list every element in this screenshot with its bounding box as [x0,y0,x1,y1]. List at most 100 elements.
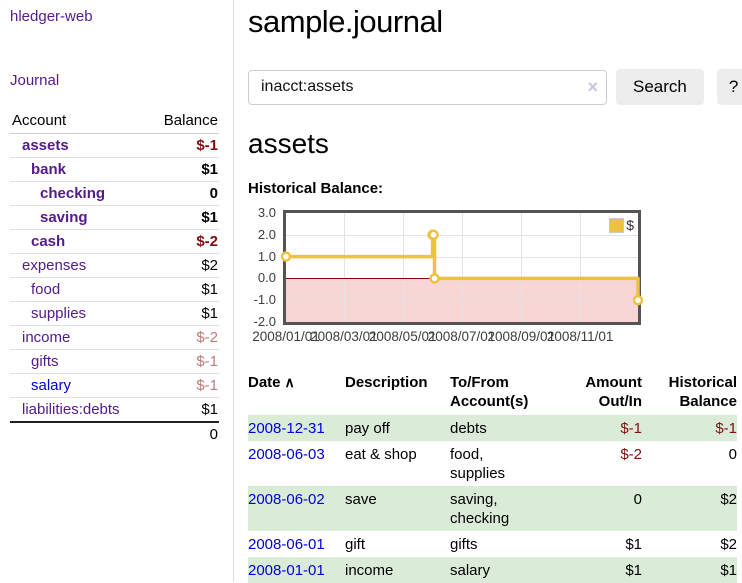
account-balance: $1 [147,397,219,423]
account-balance: $-1 [147,373,219,398]
transaction-row: 2008-06-02 save saving, checking 0 $2 [248,486,737,531]
account-heading: assets [248,128,329,159]
vertical-gridline [521,213,523,322]
x-axis-tick-label: 2008/07/01 [427,329,496,344]
account-balance: $1 [147,277,219,302]
x-axis-tick-label: 2008/01/01 [252,329,320,344]
sort-ascending-icon: ∧ [284,374,295,390]
balance-series-line [280,229,644,306]
transaction-date-link[interactable]: 2008-06-01 [248,535,325,553]
account-balance: $1 [147,205,219,230]
transaction-amount: $-1 [550,415,642,441]
chart-plot-area: $ [280,210,644,325]
transaction-date-link[interactable]: 2008-06-02 [248,490,325,508]
transaction-accounts: saving, checking [450,486,550,531]
chart-title: Historical Balance: [248,180,384,197]
account-link-salary[interactable]: salary [31,376,72,394]
account-link-checking[interactable]: checking [40,184,106,202]
sidebar-item-journal[interactable]: Journal [10,72,60,89]
sidebar: hledger-web Journal Account Balance asse… [0,0,234,582]
transaction-date-link[interactable]: 2008-01-01 [248,561,325,579]
search-input[interactable] [248,69,607,105]
search-help-button[interactable]: ? [716,69,742,105]
account-row: bank $1 [10,157,219,182]
transaction-amount: $1 [550,557,642,583]
account-link-income[interactable]: income [22,328,71,346]
register-header-date[interactable]: Date ∧ [248,374,295,391]
transaction-row: 2008-01-01 income salary $1 $1 [248,557,737,583]
search-button[interactable]: Search [616,69,704,105]
historical-balance-chart: $ 2008/01/01 2008/03/01 2008/05/01 2008/07/… [248,205,742,350]
transaction-balance: $2 [642,486,737,531]
account-link-assets[interactable]: assets [22,136,69,154]
transaction-amount: $1 [625,535,642,553]
y-axis-tick-label: -2.0 [253,314,276,329]
y-axis-tick-label: 3.0 [257,205,276,220]
transactions-register-table: Date ∧ Description To/From Account(s) Amo… [248,370,737,583]
transaction-balance: 0 [728,445,737,463]
accounts-balance-table: Account Balance assets $-1 bank $1 check… [10,110,219,446]
account-row: supplies $1 [10,301,219,326]
account-row: income $-2 [10,325,219,350]
account-balance: $-1 [147,349,219,374]
transaction-accounts: salary [450,557,550,583]
transaction-date-link[interactable]: 2008-12-31 [248,419,325,437]
transaction-description: income [345,557,450,583]
transaction-description: gift [345,535,366,553]
account-link-gifts[interactable]: gifts [31,352,59,370]
accounts-header-balance: Balance [147,110,219,134]
transaction-row: 2008-06-03 eat & shop food, supplies $-2… [248,441,737,486]
register-header-description: Description [345,374,428,391]
clear-search-icon[interactable]: × [587,76,598,97]
main-content: sample.journal × Search ? assets Histori… [234,0,742,583]
accounts-header-row: Account Balance [10,110,219,134]
account-balance: $-2 [147,229,219,254]
account-link-bank[interactable]: bank [31,160,67,178]
y-axis-tick-label: 1.0 [257,248,276,264]
search-form: × Search ? [248,69,742,105]
transaction-balance: $1 [642,557,737,583]
account-balance: $-2 [147,325,219,350]
account-row: saving $1 [10,205,219,230]
account-balance: $1 [147,157,219,182]
account-row: checking 0 [10,181,219,206]
transaction-balance: $-1 [642,415,737,441]
brand-link[interactable]: hledger-web [10,8,93,25]
account-link-expenses[interactable]: expenses [22,256,87,274]
y-axis-tick-label: 2.0 [257,226,276,242]
account-row: assets $-1 [10,133,219,158]
account-link-liabilities-debts[interactable]: liabilities:debts [22,400,120,418]
transaction-accounts: food, supplies [450,445,506,482]
transaction-amount: $-2 [620,445,642,463]
account-row: food $1 [10,277,219,302]
x-axis-tick-label: 2008/03/01 [310,329,378,344]
account-link-food[interactable]: food [31,280,61,298]
account-link-saving[interactable]: saving [40,208,88,226]
transaction-description: pay off [345,415,450,441]
account-row: cash $-2 [10,229,219,254]
transaction-amount: 0 [550,486,642,531]
x-axis-tick-label: 2008/09/01 [487,329,556,344]
register-header-amount: Amount Out/In [585,374,642,410]
account-balance: $-1 [147,133,219,158]
transaction-row: 2008-12-31 pay off debts $-1 $-1 [248,415,737,441]
register-header-row: Date ∧ Description To/From Account(s) Amo… [248,370,737,415]
legend-label: $ [626,217,634,233]
register-header-accounts: To/From Account(s) [450,374,529,410]
register-header-balance: Historical Balance [668,374,737,410]
transaction-accounts: debts [450,415,550,441]
account-balance: $2 [147,253,219,278]
transaction-balance: $2 [720,535,737,553]
transaction-description: save [345,486,450,531]
accounts-total-value: 0 [147,421,219,446]
x-axis-tick-label: 2008/11/01 [546,329,614,344]
transaction-date-link[interactable]: 2008-06-03 [248,445,325,463]
account-row: liabilities:debts $1 [10,397,219,423]
account-link-cash[interactable]: cash [31,232,66,250]
chart-legend: $ [609,217,634,233]
account-link-supplies[interactable]: supplies [31,304,87,322]
transaction-description: eat & shop [345,445,417,463]
vertical-gridline [402,213,404,322]
page-title: sample.journal [248,4,443,39]
